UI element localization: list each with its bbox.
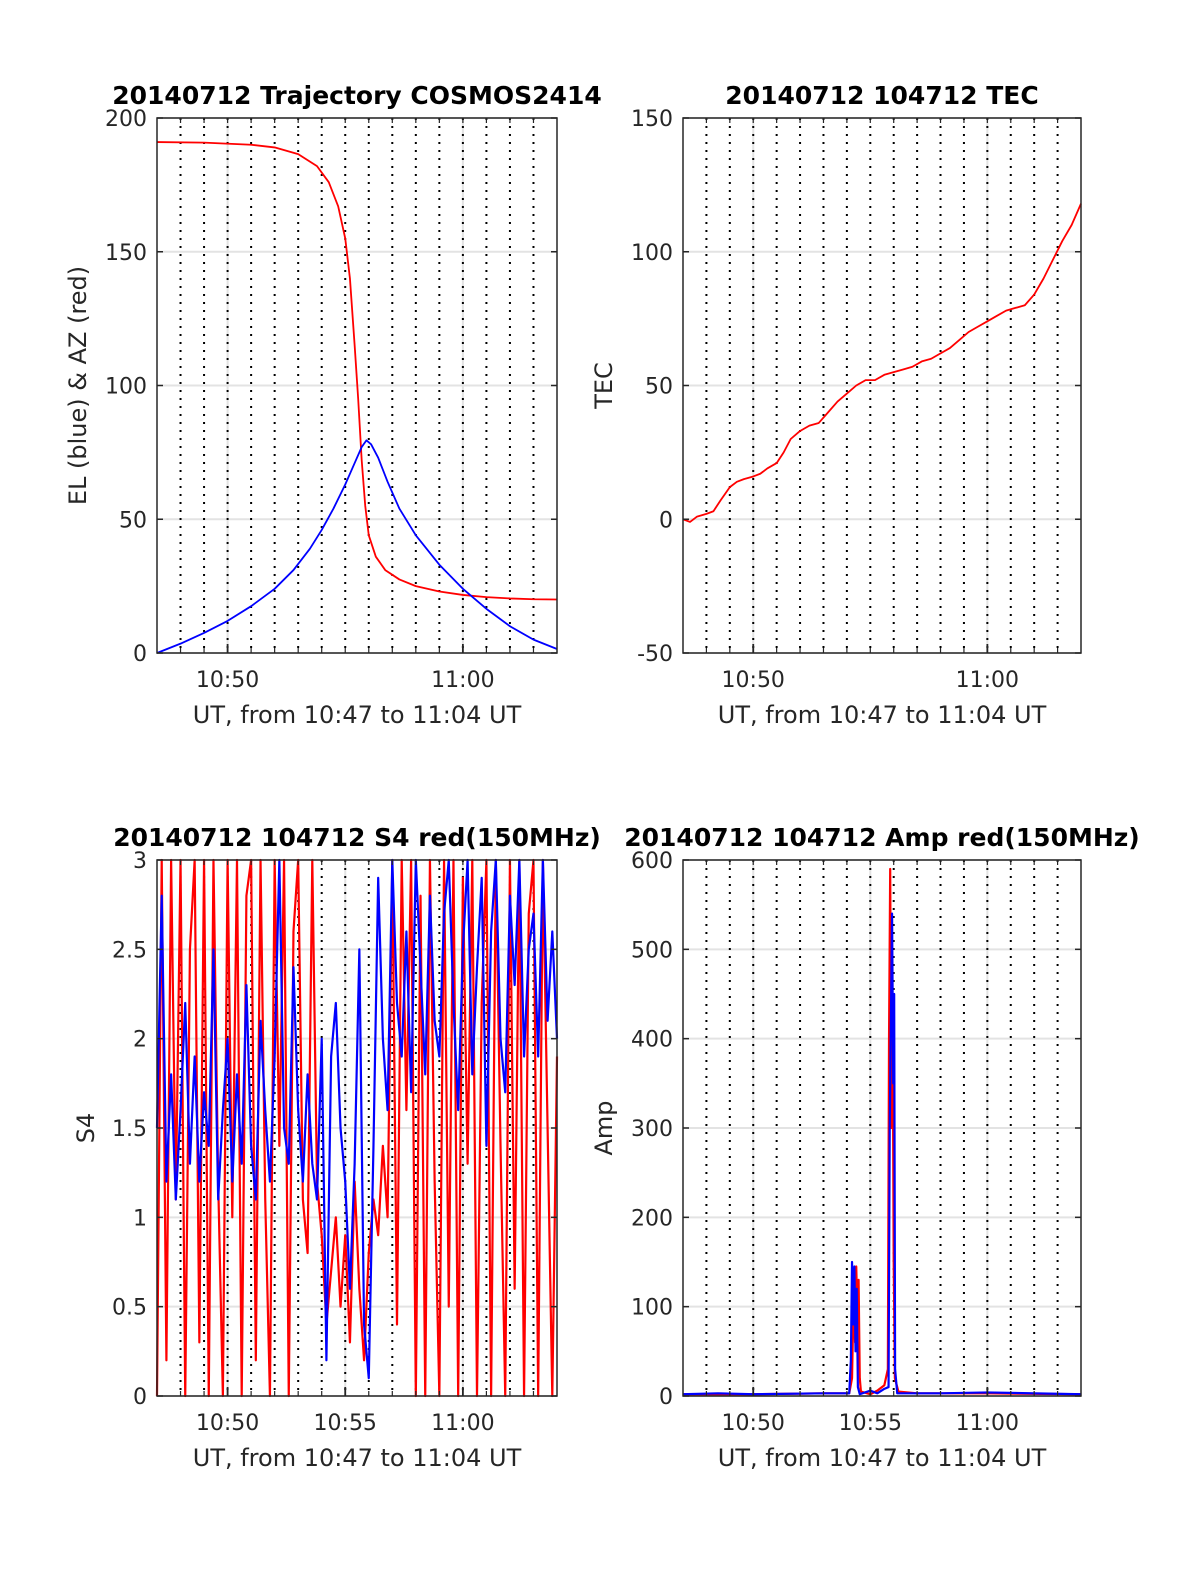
y-tick-label: 200 <box>631 1206 673 1231</box>
series-line-s4-blue <box>155 858 559 1380</box>
series-line-az <box>156 141 558 601</box>
x-axis-label: UT, from 10:47 to 11:04 UT <box>193 701 522 729</box>
y-tick-label: 150 <box>631 107 673 132</box>
y-axis-label: EL (blue) & AZ (red) <box>64 266 92 505</box>
x-tick-label: 11:00 <box>431 1411 494 1436</box>
y-tick-label: 400 <box>631 1028 673 1053</box>
x-tick-label: 10:55 <box>314 1411 377 1436</box>
series-line-el <box>156 439 558 654</box>
x-axis-label: UT, from 10:47 to 11:04 UT <box>193 1444 522 1472</box>
subplot-3: 0 0.5 1 1.5 2 2.5 3 10:50 10:55 11:00 20140712 104… <box>72 823 601 1472</box>
y-tick-label: 2.5 <box>112 938 147 963</box>
series-line-amp-blue <box>682 912 1082 1396</box>
subplot-2: -50 0 50 100 150 10:50 11:00 20140712 104712 TE… <box>590 81 1082 729</box>
y-tick-label: 600 <box>631 849 673 874</box>
x-tick-label: 10:50 <box>722 668 785 693</box>
y-tick-label: 0 <box>659 508 673 533</box>
x-axis-label: UT, from 10:47 to 11:04 UT <box>718 701 1047 729</box>
y-tick-label: 1.5 <box>112 1117 147 1142</box>
y-tick-label: 100 <box>631 241 673 266</box>
y-tick-label: 0.5 <box>112 1296 147 1321</box>
y-tick-label: 100 <box>631 1296 673 1321</box>
y-axis-label: S4 <box>72 1113 100 1144</box>
y-tick-label: 0 <box>133 642 147 667</box>
chart-title: 20140712 104712 S4 red(150MHz) <box>113 823 601 852</box>
subplot-4: 0 100 200 300 400 500 600 10:50 10:55 11:00 201407… <box>590 823 1140 1472</box>
y-tick-label: 2 <box>133 1028 147 1053</box>
y-tick-label: -50 <box>637 642 673 667</box>
series-line-amp-red <box>683 867 1082 1396</box>
y-tick-label: 200 <box>105 107 147 132</box>
y-tick-label: 50 <box>645 375 673 400</box>
y-tick-label: 0 <box>133 1385 147 1410</box>
x-tick-label: 10:50 <box>722 1411 785 1436</box>
y-tick-label: 500 <box>631 938 673 963</box>
y-tick-label: 300 <box>631 1117 673 1142</box>
x-tick-label: 11:00 <box>956 668 1019 693</box>
chart-title: 20140712 Trajectory COSMOS2414 <box>112 81 602 110</box>
chart-title: 20140712 104712 Amp red(150MHz) <box>624 823 1140 852</box>
y-tick-label: 100 <box>105 375 147 400</box>
y-axis-label: Amp <box>590 1100 618 1155</box>
chart-title: 20140712 104712 TEC <box>725 81 1038 110</box>
series-line-tec <box>682 203 1082 523</box>
y-tick-label: 3 <box>133 849 147 874</box>
y-tick-label: 0 <box>659 1385 673 1410</box>
y-tick-label: 150 <box>105 241 147 266</box>
x-tick-label: 11:00 <box>956 1411 1019 1436</box>
x-tick-label: 11:00 <box>431 668 494 693</box>
y-tick-label: 50 <box>119 508 147 533</box>
y-axis-label: TEC <box>590 362 618 410</box>
x-tick-label: 10:50 <box>196 668 259 693</box>
x-axis-label: UT, from 10:47 to 11:04 UT <box>718 1444 1047 1472</box>
subplot-1: 0 50 100 150 200 10:50 11:00 20140712 Trajector… <box>64 81 602 729</box>
x-tick-label: 10:55 <box>839 1411 902 1436</box>
y-tick-label: 1 <box>133 1206 147 1231</box>
x-tick-label: 10:50 <box>196 1411 259 1436</box>
series-line-s4-red <box>155 858 559 1398</box>
